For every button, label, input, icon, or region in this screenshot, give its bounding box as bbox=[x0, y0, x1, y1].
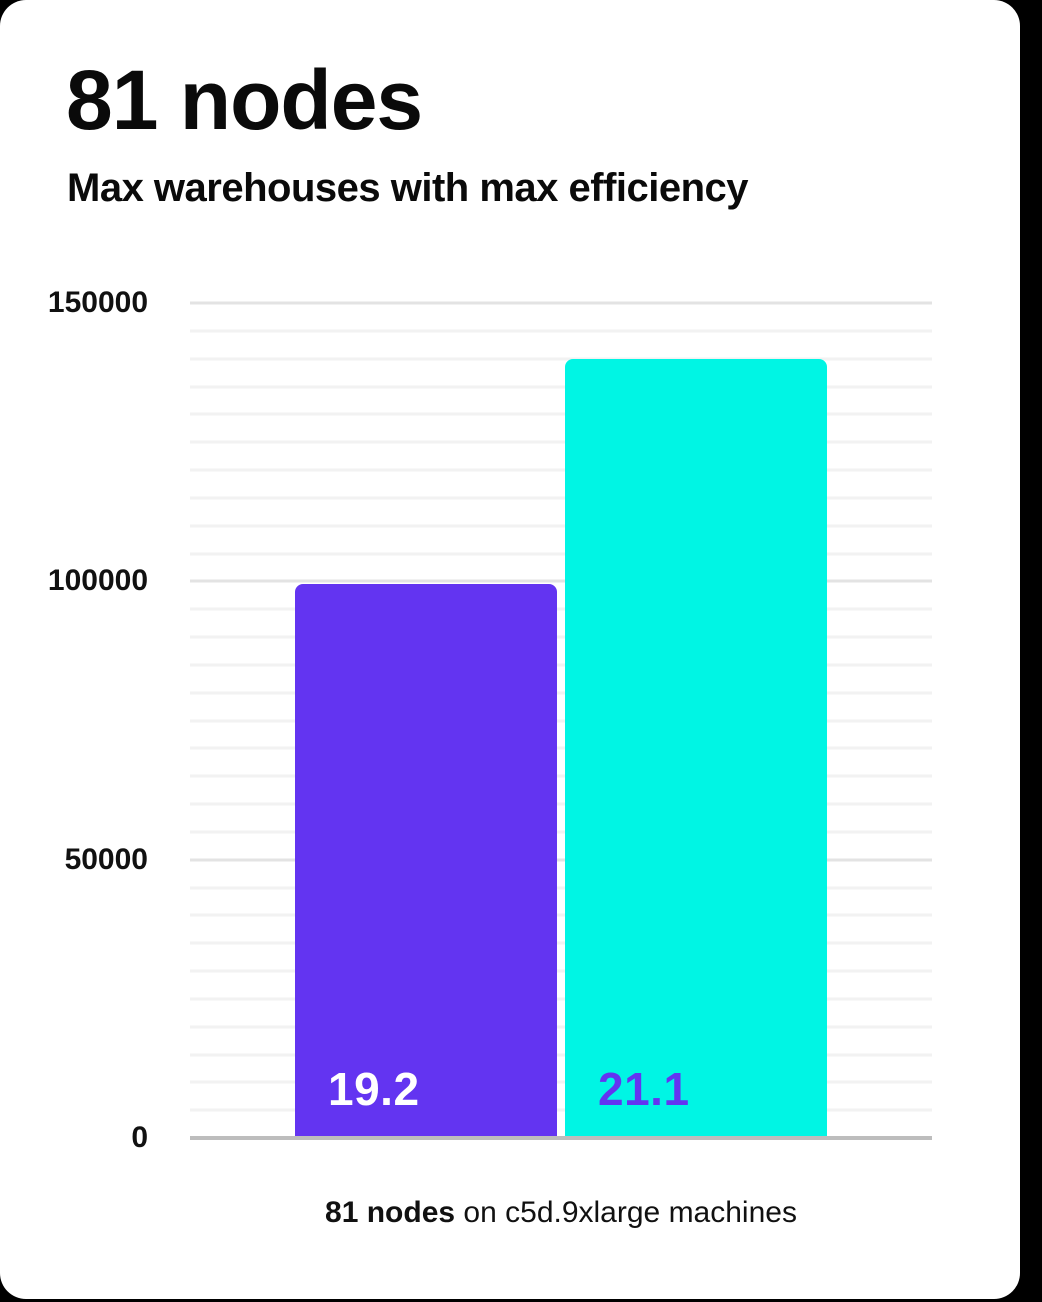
minor-gridline bbox=[190, 691, 932, 695]
minor-gridline bbox=[190, 607, 932, 611]
minor-gridline bbox=[190, 635, 932, 639]
minor-gridline bbox=[190, 746, 932, 750]
minor-gridline bbox=[190, 941, 932, 945]
minor-gridline bbox=[190, 774, 932, 778]
minor-gridline bbox=[190, 830, 932, 834]
major-gridline bbox=[190, 858, 932, 862]
minor-gridline bbox=[190, 468, 932, 472]
minor-gridline bbox=[190, 412, 932, 416]
bar-value-label: 19.2 bbox=[328, 1063, 420, 1115]
y-axis-tick-label: 100000 bbox=[47, 564, 148, 598]
bar-chart: 0 50000 100000 150000 19.2 21.1 bbox=[47, 286, 932, 1154]
minor-gridline bbox=[190, 1080, 932, 1084]
minor-gridline bbox=[190, 440, 932, 444]
minor-gridline bbox=[190, 719, 932, 722]
x-axis-baseline bbox=[190, 1136, 932, 1140]
bar-value-label: 21.1 bbox=[598, 1063, 690, 1115]
minor-gridline bbox=[190, 886, 932, 889]
major-gridline bbox=[190, 579, 932, 583]
caption-bold-text: 81 nodes bbox=[325, 1196, 456, 1229]
minor-gridline bbox=[190, 357, 932, 361]
minor-gridline bbox=[190, 496, 932, 500]
minor-gridline bbox=[190, 1108, 932, 1112]
minor-gridline bbox=[190, 663, 932, 667]
chart-caption: 81 nodes on c5d.9xlarge machines bbox=[190, 1196, 932, 1230]
minor-gridline bbox=[190, 802, 932, 806]
minor-gridline bbox=[190, 969, 932, 973]
minor-gridline bbox=[190, 997, 932, 1001]
minor-gridline bbox=[190, 385, 932, 388]
major-gridline bbox=[190, 301, 932, 305]
y-axis-tick-label: 150000 bbox=[47, 286, 148, 319]
minor-gridline bbox=[190, 329, 932, 333]
page-subtitle: Max warehouses with max efficiency bbox=[67, 166, 749, 210]
y-axis-tick-label: 0 bbox=[131, 1121, 148, 1154]
caption-regular-text: on c5d.9xlarge machines bbox=[455, 1196, 797, 1229]
bar-21.1: 21.1 bbox=[565, 358, 827, 1136]
chart-card: 81 nodes Max warehouses with max efficie… bbox=[0, 0, 1020, 1299]
minor-gridline bbox=[190, 524, 932, 528]
bar-19.2: 19.2 bbox=[295, 584, 557, 1136]
page-title: 81 nodes bbox=[66, 53, 423, 147]
y-axis-tick-label: 50000 bbox=[64, 842, 148, 876]
minor-gridline bbox=[190, 1053, 932, 1056]
minor-gridline bbox=[190, 1025, 932, 1029]
minor-gridline bbox=[190, 552, 932, 555]
minor-gridline bbox=[190, 913, 932, 917]
plot-area: 19.2 21.1 bbox=[190, 301, 932, 1140]
